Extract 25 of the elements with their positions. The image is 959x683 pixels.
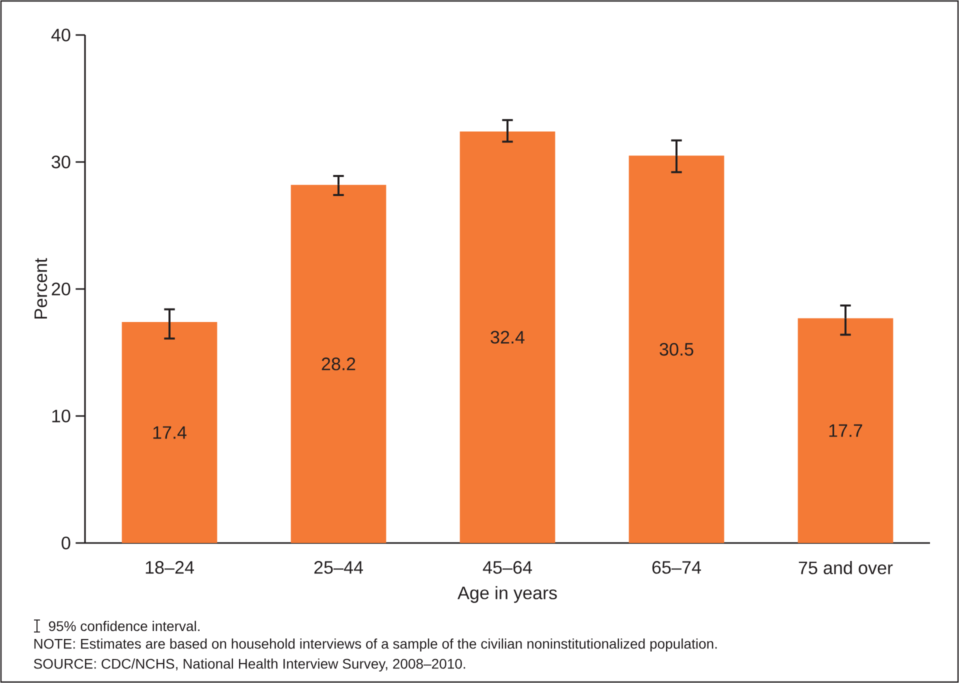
x-tick-label: 25–44	[314, 561, 364, 574]
x-tick-label: 45–64	[482, 561, 532, 574]
y-tick-label: 40	[51, 28, 70, 42]
x-tick-label: 18–24	[146, 561, 194, 574]
bar	[460, 132, 556, 543]
x-tick-label: 75 and over	[798, 561, 893, 574]
text: 95% confidence interval.	[48, 620, 200, 632]
x-axis-title: Age in years	[458, 586, 557, 603]
data-label: 17.4	[153, 426, 186, 439]
data-label: 32.4	[490, 330, 524, 344]
bar	[122, 322, 218, 543]
y-tick-label: 20	[52, 282, 70, 296]
data-label: 28.2	[322, 358, 356, 370]
x-tick-label: 65–74	[652, 561, 701, 574]
y-tick-label: 30	[52, 156, 70, 168]
y-axis-title: Percent	[34, 258, 48, 319]
bar	[628, 156, 724, 543]
data-label: 17.7	[829, 424, 862, 437]
bar	[290, 184, 386, 543]
data-label: 30.5	[660, 342, 694, 356]
y-tick-label: 0	[62, 536, 70, 550]
y-tick-label: 10	[52, 410, 70, 422]
source-note: SOURCE: CDC/NCHS, National Health Interview Survey, 2008–2010.	[34, 658, 466, 672]
bar	[798, 318, 894, 543]
text: NOTE: Estimates are based on household interviews of a sample of the civilian noninstitutionalized population.	[34, 638, 717, 652]
